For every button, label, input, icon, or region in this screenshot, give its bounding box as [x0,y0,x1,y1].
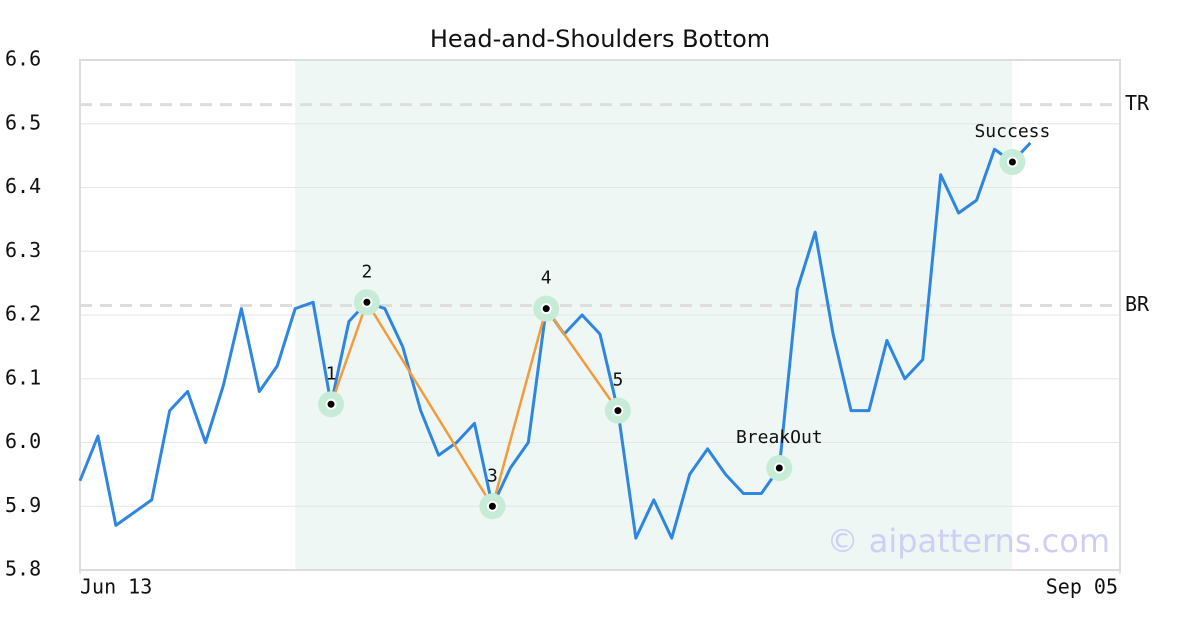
marker-dot [325,398,337,410]
plot-frame [79,59,1121,571]
level-label: BR [1125,292,1150,316]
marker-label: 4 [541,268,552,289]
marker-label: Success [974,121,1050,142]
marker-dot [540,303,552,315]
marker-dot [773,462,785,474]
marker-label: 2 [361,261,372,282]
watermark: © aipatterns.com [827,522,1110,560]
marker-dot [361,296,373,308]
y-tick-label: 6.1 [5,365,41,389]
x-tick-label: Sep 05 [1046,575,1118,599]
x-tick-label: Jun 13 [80,575,152,599]
y-tick-label: 5.8 [5,557,41,581]
marker-label: 3 [487,465,498,486]
y-tick-label: 5.9 [5,493,41,517]
y-tick-label: 6.6 [5,47,41,71]
chart-title: Head-and-Shoulders Bottom [430,25,770,53]
marker-label: 5 [613,370,624,391]
y-tick-label: 6.0 [5,429,41,453]
marker-dot [1006,156,1018,168]
y-tick-label: 6.4 [5,174,41,198]
marker-dot [486,500,498,512]
y-tick-label: 6.2 [5,302,41,326]
y-tick-label: 6.5 [5,110,41,134]
level-label: TR [1125,91,1150,115]
marker-label: 1 [326,363,337,384]
y-tick-label: 6.3 [5,238,41,262]
marker-label: BreakOut [736,427,823,448]
marker-dot [612,405,624,417]
